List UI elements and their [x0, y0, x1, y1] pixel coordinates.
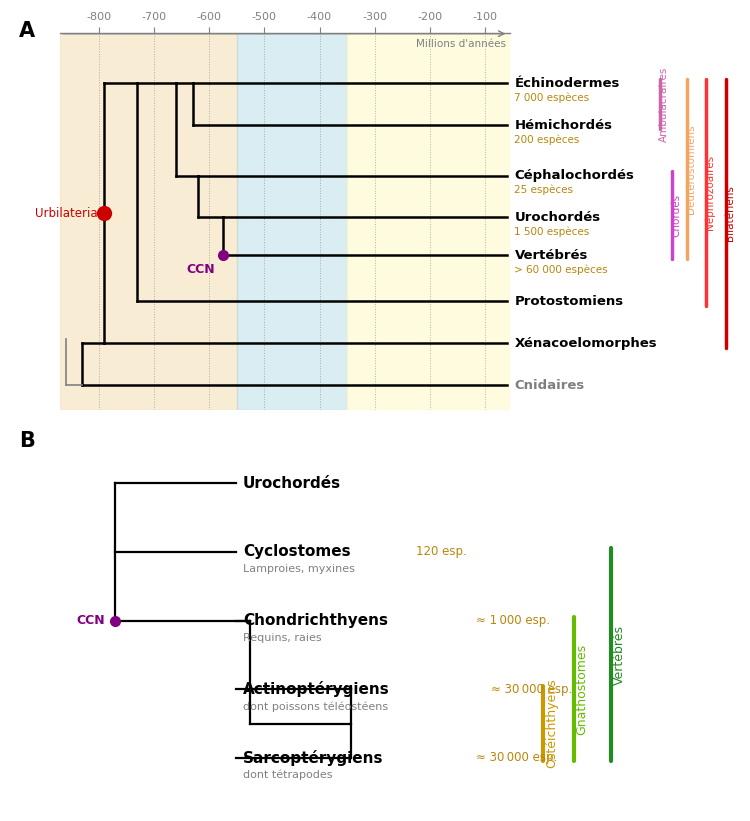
- Text: Lamproies, myxines: Lamproies, myxines: [243, 564, 355, 574]
- Text: Actinoptérygiens: Actinoptérygiens: [243, 681, 390, 697]
- Text: A: A: [19, 21, 34, 40]
- Text: Sarcoptérygiens: Sarcoptérygiens: [243, 750, 383, 766]
- Text: Bilatériens: Bilatériens: [724, 186, 734, 241]
- Text: Requins, raies: Requins, raies: [243, 633, 322, 643]
- Text: Gnathostomes: Gnathostomes: [575, 644, 588, 735]
- Text: Chordés: Chordés: [671, 194, 681, 237]
- Text: 25 espèces: 25 espèces: [514, 185, 574, 195]
- Text: Vertébrés: Vertébrés: [613, 625, 626, 685]
- Text: CCN: CCN: [186, 264, 214, 277]
- Text: Échinodermes: Échinodermes: [514, 76, 619, 89]
- Text: Xénacoelomorphes: Xénacoelomorphes: [514, 337, 657, 350]
- Text: ≈ 1 000 esp.: ≈ 1 000 esp.: [476, 614, 550, 627]
- Text: ≈ 30 000 esp.: ≈ 30 000 esp.: [490, 683, 572, 695]
- Text: Hémichordés: Hémichordés: [514, 119, 613, 131]
- Text: Ambulacraires: Ambulacraires: [659, 67, 669, 142]
- Text: Millions d'années: Millions d'années: [416, 39, 506, 49]
- Text: Ostéichthyens: Ostéichthyens: [545, 679, 558, 768]
- Bar: [60, 33, 237, 410]
- Text: dont tétrapodes: dont tétrapodes: [243, 770, 332, 780]
- Text: Urochordés: Urochordés: [514, 211, 601, 224]
- Text: Chondrichthyens: Chondrichthyens: [243, 613, 388, 628]
- Text: Cyclostomes: Cyclostomes: [243, 544, 350, 559]
- Text: Urbilateria: Urbilateria: [35, 207, 98, 220]
- Text: > 60 000 espèces: > 60 000 espèces: [514, 264, 608, 275]
- Text: Vertébrés: Vertébrés: [514, 249, 588, 262]
- Bar: [347, 33, 510, 410]
- Text: 120 esp.: 120 esp.: [416, 545, 467, 558]
- Text: 1 500 espèces: 1 500 espèces: [514, 227, 590, 237]
- Text: 7 000 espèces: 7 000 espèces: [514, 93, 590, 103]
- Bar: [237, 33, 347, 410]
- Text: dont poissons téléostéens: dont poissons téléostéens: [243, 701, 388, 712]
- Text: Cnidaires: Cnidaires: [514, 378, 585, 392]
- Text: CCN: CCN: [76, 614, 104, 627]
- Text: 200 espèces: 200 espèces: [514, 135, 580, 145]
- Text: ≈ 30 000 esp.: ≈ 30 000 esp.: [476, 751, 557, 764]
- Text: Urochordés: Urochordés: [243, 475, 341, 491]
- Text: Deutérostomiens: Deutérostomiens: [686, 125, 695, 214]
- Text: Céphalochordés: Céphalochordés: [514, 169, 634, 182]
- Text: Néphrozoaires: Néphrozoaires: [705, 154, 716, 230]
- Text: B: B: [19, 431, 34, 451]
- Text: Protostomiens: Protostomiens: [514, 295, 624, 308]
